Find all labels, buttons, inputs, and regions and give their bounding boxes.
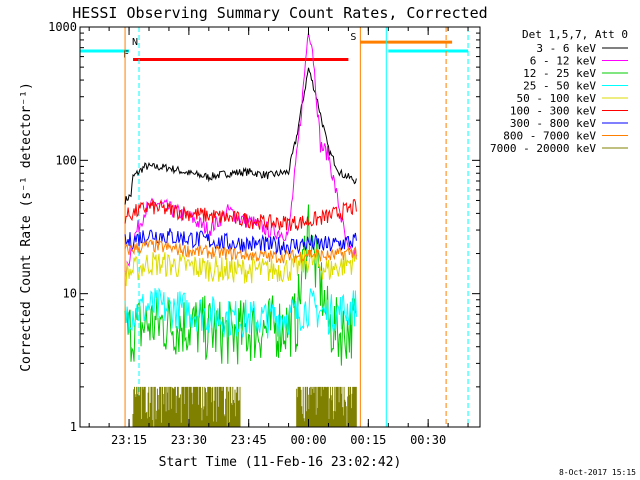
flag-label-n: N bbox=[132, 37, 138, 48]
series-100to300kev bbox=[124, 198, 357, 231]
series-800to7000kev bbox=[124, 238, 357, 264]
y-tick-label: 1 bbox=[70, 420, 77, 434]
legend-entry-label: 3 - 6 keV bbox=[536, 42, 596, 55]
flag-label-f: F bbox=[123, 50, 129, 61]
x-tick-label: 23:15 bbox=[111, 433, 147, 447]
x-axis: 23:15 23:30 23:45 00:00 00:15 00:30 bbox=[88, 27, 469, 447]
chart-title: HESSI Observing Summary Count Rates, Cor… bbox=[72, 4, 487, 22]
legend-header: Det 1,5,7, Att 0 bbox=[522, 28, 628, 41]
legend-entry-label: 6 - 12 keV bbox=[530, 55, 597, 68]
series-3to6kev bbox=[124, 67, 357, 205]
series-25to50kev bbox=[124, 287, 357, 339]
x-axis-label: Start Time (11-Feb-16 23:02:42) bbox=[159, 455, 402, 470]
y-axis-label: Corrected Count Rate (s⁻¹ detector⁻¹) bbox=[19, 82, 34, 372]
y-axis: 1 10 100 1000 bbox=[48, 20, 480, 434]
x-tick-label: 00:30 bbox=[410, 433, 446, 447]
y-tick-label: 1000 bbox=[48, 20, 77, 34]
legend-entry-label: 50 - 100 keV bbox=[517, 92, 597, 105]
legend-entry-label: 300 - 800 keV bbox=[510, 117, 596, 130]
plot-frame bbox=[79, 26, 481, 428]
legend-entry-label: 100 - 300 keV bbox=[510, 105, 596, 118]
series-layer bbox=[124, 32, 357, 427]
legend-entry-label: 25 - 50 keV bbox=[523, 80, 596, 93]
series-7000to20000kev bbox=[132, 386, 357, 427]
legend-entry-label: 800 - 7000 keV bbox=[503, 130, 596, 143]
y-tick-label: 100 bbox=[55, 153, 77, 167]
legend-entry-label: 12 - 25 keV bbox=[523, 67, 596, 80]
series-6to12kev bbox=[124, 32, 357, 280]
y-tick-label: 10 bbox=[63, 287, 77, 301]
flag-label-s: S bbox=[350, 32, 356, 43]
x-tick-label: 23:30 bbox=[171, 433, 207, 447]
series-12to25kev bbox=[124, 204, 357, 366]
x-tick-label: 00:00 bbox=[290, 433, 326, 447]
flag-layer: NF S bbox=[80, 32, 469, 62]
series-50to100kev bbox=[124, 249, 357, 287]
legend-entry-label: 7000 - 20000 keV bbox=[490, 142, 596, 155]
x-tick-label: 00:15 bbox=[350, 433, 386, 447]
x-tick-label: 23:45 bbox=[231, 433, 267, 447]
timestamp: 8-Oct-2017 15:15 bbox=[559, 468, 636, 477]
